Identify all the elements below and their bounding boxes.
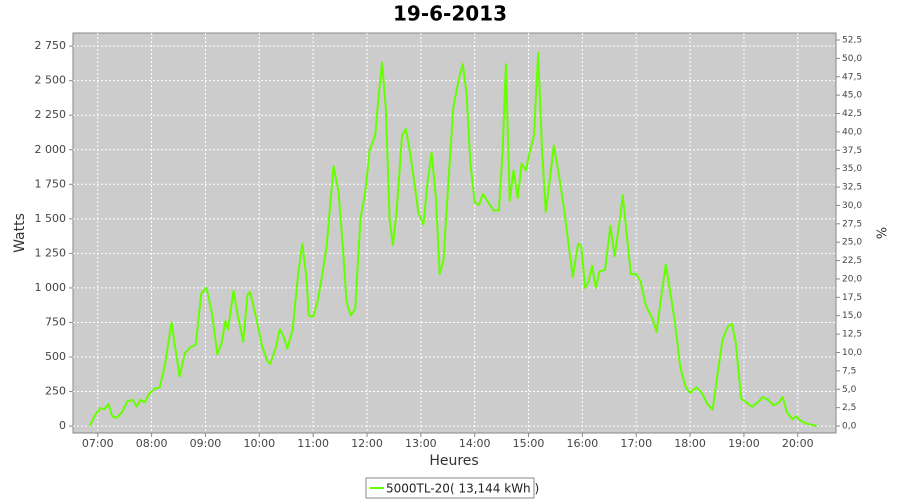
y-tick-label: 750	[45, 315, 66, 328]
legend-label: 5000TL-20( 13,144 kWh )	[386, 482, 539, 496]
y2-tick-label: 50,0	[842, 54, 862, 64]
y2-tick-label: 40,0	[842, 127, 862, 137]
y2-tick-label: 25,0	[842, 238, 862, 248]
x-tick-label: 20:00	[782, 437, 814, 450]
y-tick-label: 2 500	[35, 74, 67, 87]
y2-axis-label: %	[873, 227, 888, 239]
y2-tick-label: 2,5	[842, 403, 856, 413]
y-tick-label: 250	[45, 385, 66, 398]
y2-tick-label: 42,5	[842, 109, 862, 119]
x-tick-label: 08:00	[136, 437, 168, 450]
y-tick-label: 1 500	[35, 212, 67, 225]
legend	[365, 477, 535, 499]
y-tick-label: 2 250	[35, 108, 67, 121]
y-tick-label: 0	[59, 419, 66, 432]
x-tick-label: 12:00	[351, 437, 383, 450]
y2-tick-label: 27,5	[842, 219, 862, 229]
x-tick-label: 18:00	[674, 437, 706, 450]
y2-tick-label: 20,0	[842, 274, 862, 284]
x-tick-label: 17:00	[620, 437, 652, 450]
plot-area	[72, 32, 837, 434]
x-tick-label: 16:00	[567, 437, 599, 450]
y2-tick-label: 45,0	[842, 91, 862, 101]
x-tick-label: 07:00	[82, 437, 114, 450]
y2-tick-label: 30,0	[842, 201, 862, 211]
y2-tick-label: 35,0	[842, 164, 862, 174]
chart-title: 19-6-2013	[393, 2, 507, 26]
y-axis-label: Watts	[12, 213, 28, 253]
x-axis-label: Heures	[429, 453, 478, 469]
y-tick-label: 1 000	[35, 281, 67, 294]
series-line	[88, 52, 817, 428]
x-tick-label: 09:00	[190, 437, 222, 450]
y2-tick-label: 5,0	[842, 385, 857, 395]
y-tick-label: 2 750	[35, 39, 67, 52]
y2-tick-label: 12,5	[842, 330, 862, 340]
y2-tick-label: 10,0	[842, 348, 862, 358]
y2-tick-label: 22,5	[842, 256, 862, 266]
y-tick-label: 1 750	[35, 177, 67, 190]
y2-tick-label: 0,0	[842, 422, 857, 432]
x-tick-label: 13:00	[405, 437, 437, 450]
y-tick-label: 1 250	[35, 246, 67, 259]
y2-tick-label: 7,5	[842, 366, 856, 376]
y2-tick-label: 47,5	[842, 72, 862, 82]
y2-tick-label: 17,5	[842, 293, 862, 303]
y2-tick-label: 15,0	[842, 311, 862, 321]
y2-tick-label: 52,5	[842, 35, 862, 45]
x-tick-label: 11:00	[297, 437, 329, 450]
x-tick-label: 10:00	[243, 437, 275, 450]
y2-tick-label: 32,5	[842, 183, 862, 193]
y-tick-label: 2 000	[35, 143, 67, 156]
x-tick-label: 19:00	[728, 437, 760, 450]
x-tick-label: 15:00	[513, 437, 545, 450]
y-tick-label: 500	[45, 350, 66, 363]
y2-tick-label: 37,5	[842, 146, 862, 156]
x-tick-label: 14:00	[459, 437, 491, 450]
